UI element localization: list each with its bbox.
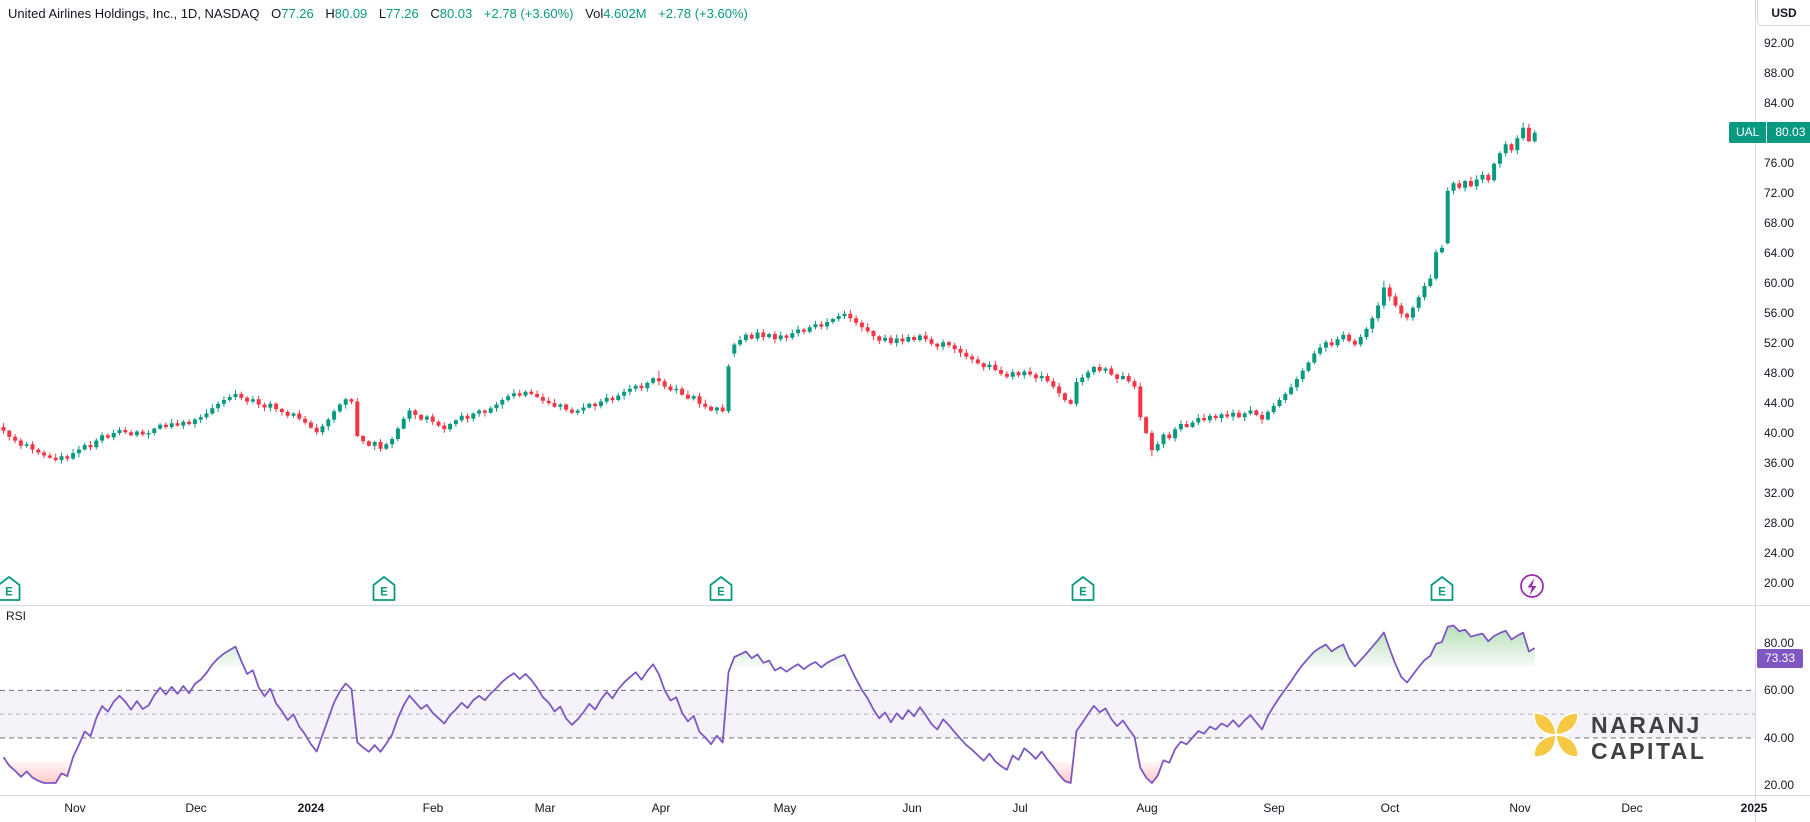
volume-value: 4.602M <box>603 6 647 21</box>
time-tick-label: Sep <box>1263 801 1285 815</box>
svg-text:E: E <box>1438 587 1446 599</box>
candles-up[interactable] <box>24 122 1537 464</box>
price-tick-label: 76.00 <box>1764 156 1795 170</box>
price-tick-label: 52.00 <box>1764 336 1795 350</box>
rsi-tick-label: 20.00 <box>1764 778 1795 793</box>
time-tick-label: Dec <box>1621 801 1643 815</box>
rsi-overbought-fill <box>210 625 1535 667</box>
price-tick-label: 60.00 <box>1764 276 1795 290</box>
svg-text:E: E <box>380 587 388 599</box>
close-value: 80.03 <box>439 6 473 21</box>
price-tick-label: 64.00 <box>1764 246 1795 260</box>
rsi-oversold-fill <box>6 761 1170 783</box>
low-label: L <box>378 6 387 21</box>
time-tick-label: 2025 <box>1740 801 1768 815</box>
high-value: 80.09 <box>334 6 368 21</box>
price-tick-label: 40.00 <box>1764 426 1795 440</box>
symbol-info-bar[interactable]: United Airlines Holdings, Inc., 1D, NASD… <box>8 6 748 21</box>
logo-text-line2: CAPITAL <box>1591 737 1707 764</box>
last-price-badge-symbol: UAL <box>1729 122 1768 143</box>
power-lightning-icon[interactable] <box>1520 574 1544 598</box>
time-tick-label: Jul <box>1012 801 1028 815</box>
currency-selector[interactable]: USD <box>1757 0 1810 26</box>
price-tick-label: 36.00 <box>1764 456 1795 470</box>
low-value: 77.26 <box>386 6 419 21</box>
time-tick-label: 2024 <box>297 801 325 815</box>
price-tick-label: 44.00 <box>1764 396 1795 410</box>
price-tick-label: 20.00 <box>1764 576 1795 590</box>
price-tick-label: 72.00 <box>1764 186 1795 200</box>
rsi-indicator-label[interactable]: RSI <box>6 609 27 623</box>
price-tick-label: 88.00 <box>1764 66 1795 80</box>
price-tick-label: 28.00 <box>1764 516 1795 530</box>
logo-text-line1: NARANJ <box>1591 711 1702 738</box>
time-tick-label: Nov <box>1509 801 1531 815</box>
last-price-badge-value: 80.03 <box>1767 122 1810 143</box>
time-tick-label: Feb <box>422 801 444 815</box>
price-tick-label: 32.00 <box>1764 486 1795 500</box>
svg-text:E: E <box>717 587 725 599</box>
naranj-logo-icon <box>1531 710 1581 765</box>
symbol-title[interactable]: United Airlines Holdings, Inc., 1D, NASD… <box>8 6 260 21</box>
high-label: H <box>325 6 335 21</box>
volume-change-value: +2.78 (+3.60%) <box>658 6 748 21</box>
earnings-icon[interactable]: E <box>372 576 396 601</box>
volume-label: Vol <box>585 6 604 21</box>
price-tick-label: 56.00 <box>1764 306 1795 320</box>
time-tick-label: Jun <box>902 801 922 815</box>
last-price-badge: UAL 80.03 <box>1729 122 1810 143</box>
price-tick-label: 92.00 <box>1764 36 1795 50</box>
earnings-icon[interactable]: E <box>0 576 21 601</box>
time-tick-label: Dec <box>185 801 207 815</box>
rsi-value-badge: 73.33 <box>1757 649 1804 668</box>
time-tick-label: Apr <box>651 801 671 815</box>
change-value: +2.78 (+3.60%) <box>483 6 574 21</box>
close-label: C <box>430 6 440 21</box>
rsi-tick-label: 60.00 <box>1764 683 1795 698</box>
open-value: 77.26 <box>281 6 314 21</box>
rsi-tick-label: 80.00 <box>1764 636 1795 650</box>
time-tick-label: Mar <box>534 801 556 815</box>
price-tick-label: 24.00 <box>1764 546 1795 560</box>
price-tick-label: 68.00 <box>1764 216 1795 230</box>
candles-down[interactable] <box>1 123 1531 462</box>
price-tick-label: 48.00 <box>1764 366 1795 380</box>
price-tick-label: 84.00 <box>1764 96 1795 110</box>
rsi-tick-label: 40.00 <box>1764 730 1795 745</box>
open-label: O <box>271 6 282 21</box>
time-tick-label: May <box>773 801 797 815</box>
svg-text:E: E <box>5 587 13 599</box>
svg-text:E: E <box>1079 587 1087 599</box>
time-tick-label: Aug <box>1136 801 1158 815</box>
rsi-line[interactable] <box>2 624 1536 784</box>
naranj-capital-logo: NARANJ CAPITAL <box>1531 710 1706 765</box>
earnings-icon[interactable]: E <box>1430 576 1454 601</box>
time-tick-label: Nov <box>64 801 86 815</box>
time-tick-label: Oct <box>1380 801 1400 815</box>
earnings-icon[interactable]: E <box>1071 576 1095 601</box>
earnings-icon[interactable]: E <box>709 576 733 601</box>
